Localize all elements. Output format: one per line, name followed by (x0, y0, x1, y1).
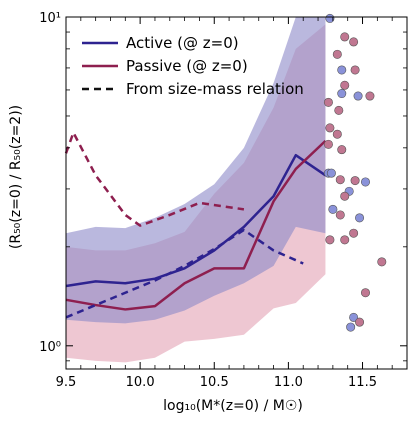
scatter-point (349, 37, 359, 47)
scatter-point (325, 13, 335, 23)
scatter-point (360, 177, 370, 187)
line-passive-solid (65, 139, 327, 311)
x-tick-label: 11.0 (274, 375, 303, 390)
scatter-point (349, 312, 359, 322)
scatter-point (326, 168, 336, 178)
scatter-point (325, 235, 335, 245)
x-tick-label: 10.5 (200, 375, 229, 390)
legend-label-size-mass: From size-mass relation (126, 80, 304, 98)
line-active-solid (65, 153, 327, 288)
scatter-point (350, 65, 360, 75)
x-tick-label: 11.5 (348, 375, 377, 390)
plot-frame (65, 16, 408, 370)
scatter-point (334, 105, 344, 115)
x-tick-label: 9.5 (56, 375, 77, 390)
scatter-point (340, 80, 350, 90)
scatter-point (353, 91, 363, 101)
scatter-point (332, 49, 342, 59)
scatter-point (337, 65, 347, 75)
confidence-bands (66, 17, 326, 363)
y-tick-label: 10⁰ (39, 340, 61, 355)
scatter-point (340, 32, 350, 42)
scatter-point (337, 89, 347, 99)
legend-label-active: Active (@ z=0) (126, 34, 239, 52)
series-lines (64, 131, 327, 319)
scatter-point (340, 191, 350, 201)
scatter-point (323, 139, 333, 149)
scatter-points (323, 13, 387, 332)
scatter-point (349, 228, 359, 238)
scatter-point (377, 257, 387, 267)
scatter-point (355, 213, 365, 223)
scatter-point (360, 288, 370, 298)
scatter-point (323, 97, 333, 107)
scatter-point (346, 322, 356, 332)
scatter-point (350, 176, 360, 186)
axis-ticks: 9.5 10.0 10.5 11.0 11.5 10⁰ 10¹ (39, 11, 408, 390)
y-tick-label: 10¹ (39, 11, 61, 26)
scatter-point (335, 210, 345, 220)
line-active-dashed (65, 228, 304, 319)
scatter-point (337, 145, 347, 155)
x-tick-label: 10.0 (126, 375, 155, 390)
legend: Active (@ z=0) Passive (@ z=0) From size… (82, 34, 304, 98)
line-passive-dashed (64, 131, 245, 227)
scatter-point (325, 123, 335, 133)
x-axis-label: log₁₀(M*(z=0) / M☉) (163, 398, 303, 414)
scatter-point (355, 317, 365, 327)
legend-label-passive: Passive (@ z=0) (126, 57, 248, 75)
scatter-point (335, 175, 345, 185)
scatter-point (365, 91, 375, 101)
band-active (66, 17, 326, 324)
scatter-point (340, 235, 350, 245)
scatter-point (328, 204, 338, 214)
scatter-point (332, 129, 342, 139)
y-axis-label: (R₅₀(z=0) / R₅₀(z=2)) (8, 105, 24, 249)
